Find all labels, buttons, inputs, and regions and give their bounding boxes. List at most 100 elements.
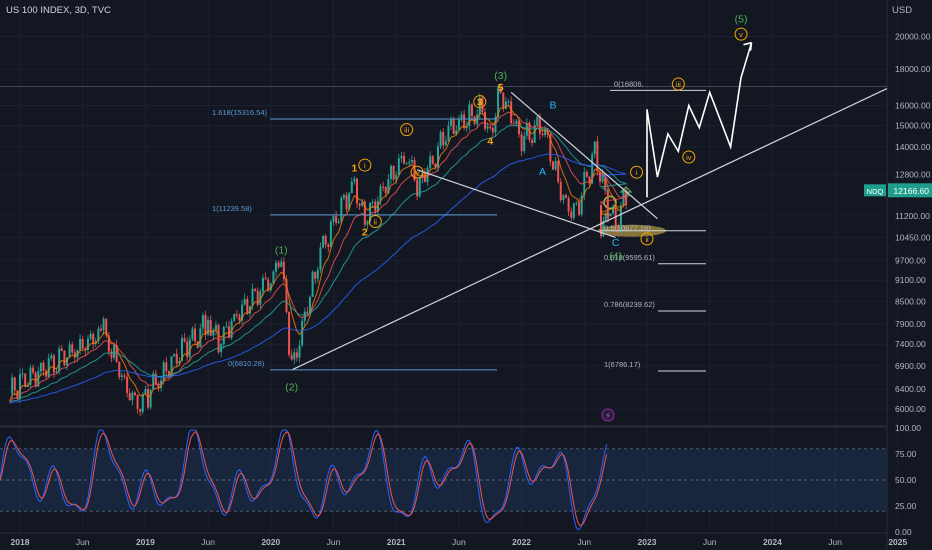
candle-body [342, 195, 345, 198]
candle-body [489, 126, 492, 128]
candle-body [170, 356, 173, 377]
stoch-d-line [0, 431, 608, 527]
stochastic-panel: ⚡ [0, 408, 887, 531]
candle-body [504, 101, 507, 109]
candle-body [439, 132, 442, 147]
candle-body [52, 355, 55, 373]
oscillator-tick-label: 25.00 [895, 501, 917, 511]
candle-body [350, 181, 353, 194]
candle-body [298, 345, 301, 358]
wave-label: 2 [362, 227, 368, 239]
candle-body [363, 201, 366, 225]
candle-body [612, 207, 615, 214]
candle-body [478, 97, 481, 115]
wave-circle [368, 215, 382, 229]
wave-circle [682, 150, 696, 164]
price-tick-label: 16000.00 [895, 101, 931, 111]
candle-body [47, 358, 50, 377]
time-tick-label: 2019 [136, 537, 155, 547]
candle-body [348, 193, 351, 210]
fib-label: 0.618(9595.61) [604, 253, 655, 262]
candle-body [107, 335, 110, 352]
wedge-lower-line [416, 169, 616, 238]
candle-body [468, 104, 471, 127]
price-axis: 20000.00 18000.00 16000.00 15000.00 14000.00… [864, 31, 932, 537]
candle-body [71, 344, 74, 353]
time-tick-label: 2023 [638, 537, 657, 547]
moving-average-1 [9, 111, 628, 403]
fib-label: 0.786(8239.62) [604, 300, 655, 309]
currency-label: USD [892, 5, 913, 16]
wave-label: 5 [498, 82, 504, 94]
symbol-tag-label: NDQ [867, 187, 884, 196]
candle-body [400, 155, 403, 159]
wave-label: iii [404, 126, 409, 135]
candle-body [397, 158, 400, 175]
candle-body [154, 373, 157, 384]
candle-body [606, 189, 609, 217]
wave-label: v [739, 30, 743, 39]
wave-circle [630, 165, 644, 179]
candle-body [455, 130, 458, 135]
candle-body [207, 319, 210, 335]
price-tick-label: 11200.00 [895, 211, 930, 221]
time-axis: 2018 Jun 2019 Jun 2020 Jun 2021 Jun 2022 Jun 2023 J… [11, 537, 908, 547]
wave-label: C [612, 237, 620, 249]
candle-body [79, 338, 82, 351]
candle-body [442, 132, 445, 146]
candle-body [607, 212, 609, 219]
candle-body [408, 162, 411, 164]
time-tick-label: Jun [703, 537, 717, 547]
candle-body [538, 116, 541, 134]
candle-body [486, 126, 489, 129]
candle-body [457, 119, 460, 131]
candle-body [261, 277, 264, 292]
candle-body [371, 201, 374, 203]
wave-label: (1) [275, 244, 288, 256]
candle-body [42, 362, 45, 371]
candle-body [162, 362, 165, 381]
candle-body [147, 389, 150, 408]
candle-body [225, 326, 228, 328]
candle-body [463, 114, 466, 129]
wave-label: (5) [735, 13, 748, 25]
candle-body [131, 392, 134, 401]
candle-body [136, 394, 139, 409]
candle-body [340, 197, 343, 222]
candle-body [502, 93, 505, 109]
candle-body [437, 146, 439, 168]
fib-label: 0(6810.28) [228, 359, 265, 368]
candle-body [34, 372, 37, 387]
candle-body [102, 318, 105, 331]
candle-body [484, 112, 487, 129]
wave-label: i [636, 168, 638, 177]
wave-label: iv [686, 153, 692, 162]
candle-body [110, 351, 113, 358]
wave-label: i [364, 161, 366, 170]
time-tick-label: Jun [201, 537, 215, 547]
candle-body [604, 212, 607, 221]
candle-body [481, 97, 484, 113]
price-tick-label: 20000.00 [895, 31, 931, 41]
fib-label: 0(16806. [614, 79, 644, 88]
moving-average-2 [9, 124, 628, 404]
candle-body [416, 180, 419, 197]
wave-label: B [549, 100, 556, 112]
candle-body [233, 314, 236, 322]
candle-body [212, 329, 215, 336]
candle-body [259, 291, 262, 305]
candle-body [89, 333, 92, 339]
candle-body [217, 324, 220, 353]
candle-body [243, 298, 246, 305]
candle-body [123, 375, 126, 377]
candle-body [214, 324, 217, 330]
candle-body [209, 319, 212, 336]
candle-body [517, 120, 520, 135]
symbol-title: US 100 INDEX, 3D, TVC [6, 5, 111, 16]
wave-labels: (1)(2)(3)(4)(5)12345iiiiiiivviiiiiiivvAB… [275, 13, 748, 394]
candle-body [264, 277, 267, 280]
time-tick-label: Jun [327, 537, 341, 547]
moving-average-3 [9, 153, 627, 404]
time-tick-label: 2020 [261, 537, 280, 547]
